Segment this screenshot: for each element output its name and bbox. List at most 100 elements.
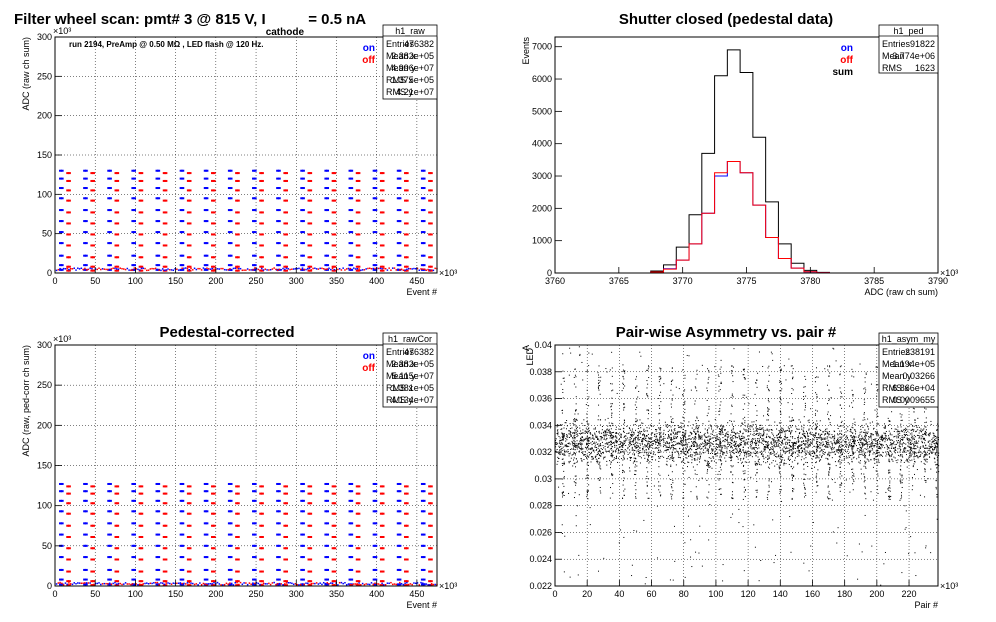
on-point	[83, 242, 87, 245]
asym-point	[762, 461, 764, 463]
asym-point	[868, 441, 870, 443]
asym-point	[734, 431, 736, 433]
x-tick-label: 100	[128, 276, 143, 286]
asym-point	[835, 465, 837, 467]
asym-point	[930, 420, 932, 422]
asym-point	[673, 437, 675, 439]
asym-point	[862, 443, 864, 445]
asym-point	[849, 443, 851, 445]
baseline-point	[340, 581, 343, 584]
off-point	[186, 580, 190, 583]
y-tick-label: 50	[42, 541, 52, 551]
asym-point	[817, 441, 819, 443]
off-point	[90, 199, 94, 202]
asym-point	[857, 439, 859, 441]
baseline-point	[223, 583, 226, 586]
asym-point	[910, 455, 912, 457]
baseline-point	[292, 268, 295, 270]
off-point	[188, 580, 192, 583]
asym-point	[632, 453, 634, 455]
asym-point	[569, 443, 571, 445]
asym-point	[792, 446, 794, 448]
asym-point	[555, 443, 557, 445]
off-point	[309, 172, 313, 175]
asym-point	[810, 433, 812, 435]
asym-point	[579, 433, 581, 435]
asym-point	[670, 438, 672, 440]
asym-point	[670, 434, 672, 436]
asym-point	[933, 448, 935, 450]
asym-point	[884, 441, 886, 443]
on-point	[155, 231, 159, 234]
asym-point	[776, 443, 778, 445]
asym-point	[725, 435, 727, 437]
asym-point	[761, 440, 763, 442]
asym-point	[916, 434, 918, 436]
off-point	[307, 199, 311, 202]
asym-point	[860, 453, 862, 455]
off-point	[429, 244, 433, 247]
asym-point	[724, 445, 726, 447]
off-point	[259, 265, 263, 268]
on-point	[301, 187, 305, 190]
asym-point	[821, 449, 823, 451]
asym-point	[745, 443, 747, 445]
baseline-point	[131, 583, 134, 585]
on-point	[301, 264, 305, 267]
asym-point	[899, 447, 901, 449]
asym-point	[729, 438, 731, 440]
baseline-point	[338, 268, 341, 270]
off-point	[188, 502, 192, 505]
baseline-point	[379, 584, 382, 586]
asym-point	[648, 438, 650, 440]
asym-point	[725, 433, 727, 435]
asym-point	[882, 440, 884, 442]
baseline-point	[414, 582, 417, 585]
asym-point	[591, 440, 593, 442]
off-point	[355, 222, 359, 225]
asym-point	[784, 431, 786, 433]
asym-point	[675, 432, 677, 434]
off-point	[381, 222, 385, 225]
asym-point	[801, 449, 803, 451]
off-point	[116, 570, 120, 573]
asym-point	[866, 433, 868, 435]
asym-point	[873, 445, 875, 447]
stats-key: RMS y	[386, 395, 414, 405]
baseline-point	[330, 582, 332, 584]
baseline-point	[218, 583, 221, 585]
asym-point	[800, 452, 802, 454]
baseline-point	[96, 582, 98, 585]
asym-point	[856, 458, 858, 460]
asym-point	[834, 441, 836, 443]
off-point	[186, 485, 190, 488]
asym-point	[917, 435, 919, 437]
off-point	[188, 570, 192, 573]
asym-point	[821, 456, 823, 458]
on-point	[350, 177, 354, 180]
on-point	[181, 556, 185, 559]
off-point	[138, 172, 142, 175]
baseline-point	[200, 583, 203, 586]
on-point	[60, 544, 64, 547]
asym-point	[877, 433, 879, 435]
asym-point	[687, 425, 689, 427]
asym-point	[567, 449, 569, 451]
asym-point	[746, 453, 748, 455]
on-point	[348, 254, 352, 257]
asym-point	[811, 458, 813, 460]
baseline-point	[197, 584, 199, 586]
on-point	[348, 568, 352, 571]
on-point	[326, 268, 330, 271]
baseline-point	[186, 267, 189, 270]
on-point	[398, 510, 402, 513]
asym-point	[616, 440, 618, 442]
asym-point	[624, 439, 626, 441]
asym-point	[599, 432, 601, 434]
on-point	[253, 177, 257, 180]
asym-point	[784, 442, 786, 444]
off-point	[331, 584, 335, 587]
asym-point	[670, 437, 672, 439]
asym-point	[559, 443, 561, 445]
asym-point	[669, 454, 671, 456]
